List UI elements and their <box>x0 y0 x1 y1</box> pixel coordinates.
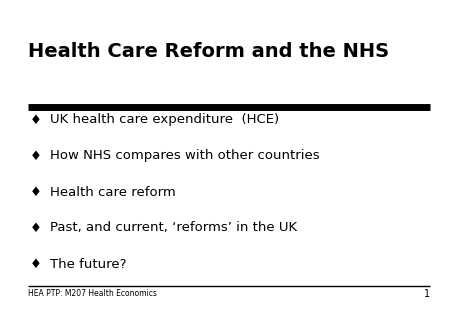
Text: How NHS compares with other countries: How NHS compares with other countries <box>50 149 320 163</box>
Text: ♦: ♦ <box>30 114 42 126</box>
Text: 1: 1 <box>424 289 430 299</box>
Text: UK health care expenditure  (HCE): UK health care expenditure (HCE) <box>50 114 279 126</box>
Text: ♦: ♦ <box>30 222 42 235</box>
Text: Past, and current, ‘reforms’ in the UK: Past, and current, ‘reforms’ in the UK <box>50 222 297 235</box>
Text: ♦: ♦ <box>30 186 42 198</box>
Text: ♦: ♦ <box>30 257 42 271</box>
Text: Health care reform: Health care reform <box>50 186 176 198</box>
Text: ♦: ♦ <box>30 149 42 163</box>
Text: Health Care Reform and the NHS: Health Care Reform and the NHS <box>28 42 389 61</box>
Text: The future?: The future? <box>50 257 126 271</box>
Text: HEA PTP: M207 Health Economics: HEA PTP: M207 Health Economics <box>28 290 157 299</box>
